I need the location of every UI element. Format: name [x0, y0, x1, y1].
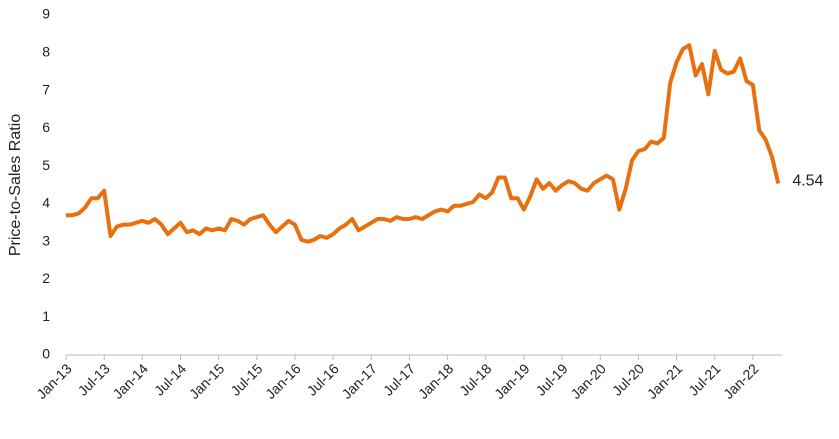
x-tick-label: Jul-21	[685, 360, 723, 398]
y-tick-label: 5	[42, 157, 50, 173]
x-tick-label: Jan-13	[33, 360, 75, 402]
x-tick-label: Jan-14	[109, 360, 151, 402]
x-tick-label: Jan-15	[186, 360, 228, 402]
line-series	[66, 43, 781, 244]
x-tick-label: Jul-16	[304, 360, 342, 398]
x-tick-label: Jul-17	[380, 360, 418, 398]
y-tick-label: 7	[42, 81, 50, 97]
x-tick-label: Jul-15	[227, 360, 265, 398]
x-tick-label: Jan-19	[491, 360, 533, 402]
y-tick-label: 6	[42, 119, 50, 135]
y-tick-label: 8	[42, 43, 50, 59]
y-tick-label: 1	[42, 308, 50, 324]
x-tick-label: Jul-13	[75, 360, 113, 398]
x-tick-label: Jul-14	[151, 360, 189, 398]
y-axis-label: Price-to-Sales Ratio	[7, 114, 24, 256]
x-tick-label: Jan-17	[338, 360, 380, 402]
y-tick-label: 4	[42, 195, 50, 211]
x-tick-label: Jan-22	[720, 360, 762, 402]
y-tick-label: 2	[42, 270, 50, 286]
y-tick-label: 0	[42, 346, 50, 362]
end-value-label: 4.54	[792, 173, 823, 190]
x-tick-label: Jan-18	[415, 360, 457, 402]
x-tick-label: Jul-20	[609, 360, 647, 398]
y-tick-label: 3	[42, 232, 50, 248]
x-tick-label: Jan-16	[262, 360, 304, 402]
x-tick-label: Jul-19	[533, 360, 571, 398]
x-tick-label: Jan-20	[567, 360, 609, 402]
x-tick-label: Jan-21	[644, 360, 686, 402]
x-tick-label: Jul-18	[456, 360, 494, 398]
y-tick-label: 9	[42, 6, 50, 22]
